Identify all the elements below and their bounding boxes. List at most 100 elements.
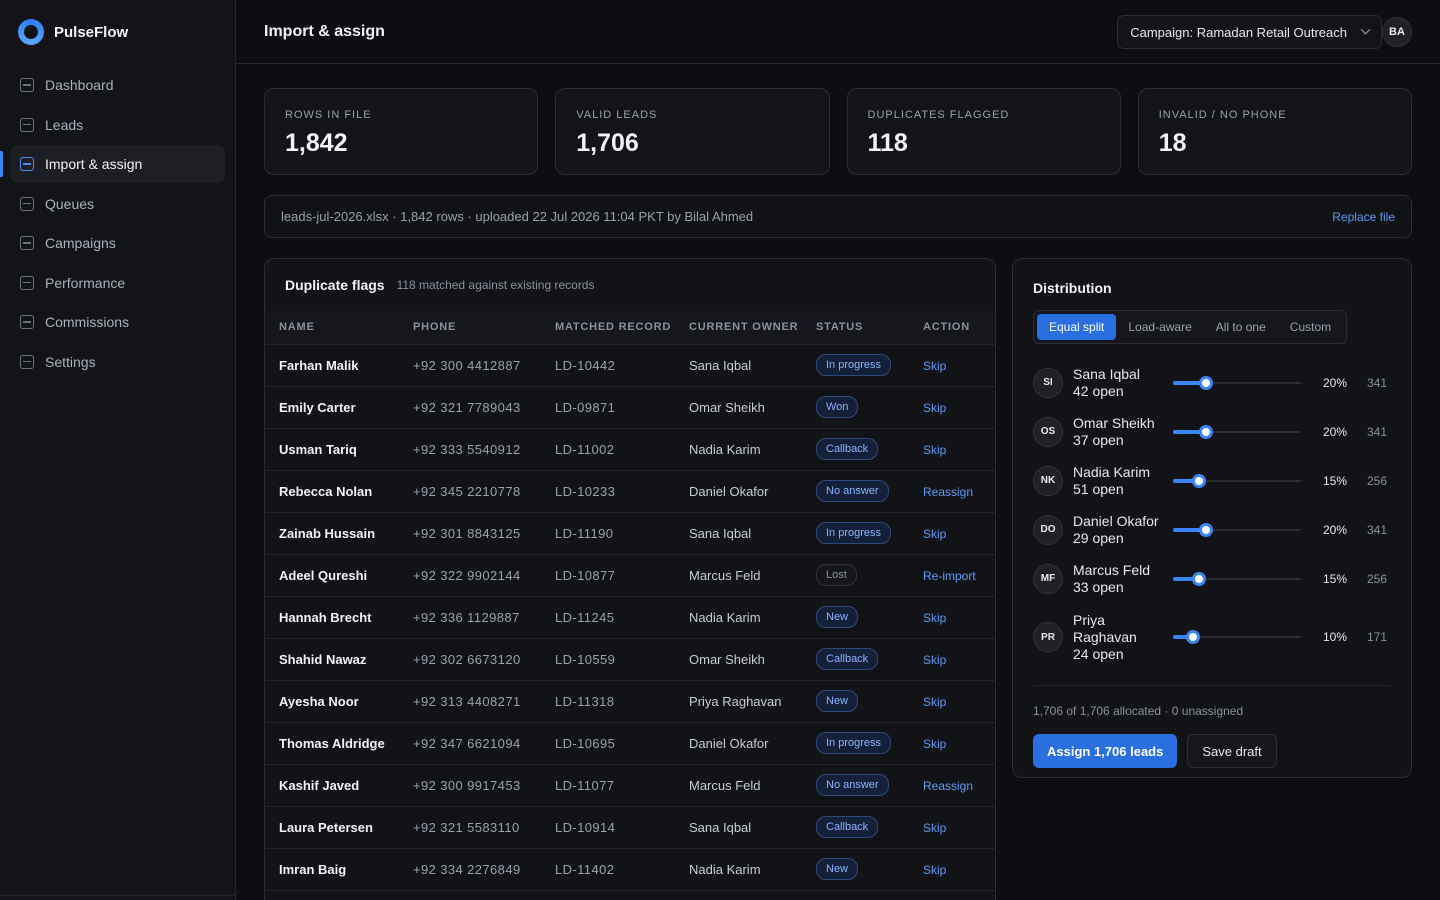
assign-leads-button[interactable]: Assign 1,706 leads <box>1033 734 1178 768</box>
table-row[interactable]: Rebecca Nolan +92 345 2210778 LD-10233 Dani… <box>265 470 995 513</box>
allocation-slider[interactable] <box>1173 630 1301 644</box>
allocation-slider[interactable] <box>1173 473 1301 488</box>
cell-status: In progress <box>802 512 909 555</box>
mode-load-aware[interactable]: Load-aware <box>1128 320 1192 334</box>
column-header: STATUS <box>802 311 909 345</box>
sidebar-item-settings[interactable]: Settings <box>10 343 225 381</box>
agent-avatar: DO <box>1033 514 1063 545</box>
row-action-link[interactable]: Skip <box>923 694 947 709</box>
cell-status: Won <box>802 386 909 429</box>
slider-handle[interactable] <box>1199 375 1213 390</box>
sidebar-item-campaigns[interactable]: Campaigns <box>10 224 225 262</box>
mode-all-to-one[interactable]: All to one <box>1215 320 1266 334</box>
save-draft-button[interactable]: Save draft <box>1187 734 1277 768</box>
row-action-link[interactable]: Skip <box>923 610 947 625</box>
cell-matched-record <box>541 890 675 900</box>
row-action-link[interactable]: Reassign <box>923 484 974 499</box>
row-action-link[interactable]: Skip <box>923 358 947 373</box>
allocation-slider[interactable] <box>1173 424 1301 439</box>
chevron-down-icon <box>1360 24 1371 35</box>
replace-file-link[interactable]: Replace file <box>1332 209 1395 224</box>
sidebar: PulseFlow Dashboard Leads Import & assig… <box>0 0 236 900</box>
table-row[interactable]: Shahid Nawaz +92 302 6673120 LD-10559 Omar … <box>265 638 995 681</box>
brand[interactable]: PulseFlow <box>0 0 235 64</box>
row-action-link[interactable]: Skip <box>923 442 947 457</box>
cell-current-owner: Daniel Okafor <box>675 722 802 765</box>
row-action-link[interactable]: Skip <box>923 736 947 751</box>
table-row[interactable]: Kashif Javed +92 300 9917453 LD-11077 Marcu… <box>265 764 995 807</box>
row-action-link[interactable]: Skip <box>923 820 947 835</box>
slider-handle[interactable] <box>1192 473 1206 488</box>
sidebar-item-leads[interactable]: Leads <box>10 106 225 144</box>
campaigns-icon <box>20 236 34 250</box>
row-action-link[interactable]: Skip <box>923 526 947 541</box>
sidebar-item-performance[interactable]: Performance <box>10 264 225 302</box>
agent-percent: 15% <box>1322 571 1347 586</box>
table-row[interactable]: Zainab Hussain +92 301 8843125 LD-11190 San… <box>265 512 995 555</box>
row-action-link[interactable]: Re-import <box>923 568 976 583</box>
cell-matched-record: LD-11245 <box>541 596 675 639</box>
sidebar-item-dashboard[interactable]: Dashboard <box>10 66 225 104</box>
slider-handle[interactable] <box>1199 522 1213 537</box>
table-row[interactable]: Farhan Malik +92 300 4412887 LD-10442 Sana … <box>265 344 995 387</box>
cell-phone: +92 333 5540912 <box>399 428 541 471</box>
agent-open-count: 51 open <box>1073 480 1124 497</box>
agent-info: Marcus Feld 33 open <box>1073 562 1165 596</box>
sidebar-item-queues[interactable]: Queues <box>10 185 225 223</box>
agent-name: Priya Raghavan <box>1073 611 1137 645</box>
column-header: NAME <box>265 311 399 345</box>
table-row[interactable]: Emily Carter +92 321 7789043 LD-09871 Omar … <box>265 386 995 429</box>
agent-list: SI Sana Iqbal 42 open 20% 341 OS Omar Sheikh 37… <box>1033 358 1391 671</box>
cell-status: In progress <box>802 344 909 387</box>
duplicates-table: NAME PHONE MATCHED RECORD CURRENT OWNER … <box>265 311 995 900</box>
mode-custom[interactable]: Custom <box>1289 320 1332 334</box>
sidebar-item-commissions[interactable]: Commissions <box>10 303 225 341</box>
allocation-slider[interactable] <box>1173 522 1301 537</box>
table-row[interactable]: Laura Petersen +92 321 5583110 LD-10914 San… <box>265 806 995 849</box>
row-action-link[interactable]: Reassign <box>923 778 974 793</box>
table-row[interactable]: Ayesha Noor +92 313 4408271 LD-11318 Priya … <box>265 680 995 723</box>
agent-open-count: 42 open <box>1073 382 1124 399</box>
status-badge: New <box>816 858 859 880</box>
cell-current-owner: Sana Iqbal <box>675 806 802 849</box>
table-row[interactable]: Hannah Brecht +92 336 1129887 LD-11245 Nadi… <box>265 596 995 639</box>
agent-percent: 20% <box>1322 522 1347 537</box>
slider-track <box>1173 577 1301 580</box>
table-row[interactable] <box>265 890 995 900</box>
agent-info: Sana Iqbal 42 open <box>1073 366 1165 400</box>
status-badge: Callback <box>816 648 879 670</box>
table-row[interactable]: Adeel Qureshi +92 322 9902144 LD-10877 Marc… <box>265 554 995 597</box>
allocation-slider[interactable] <box>1173 571 1301 586</box>
cell-current-owner: Sana Iqbal <box>675 344 802 387</box>
agent-lead-count: 171 <box>1366 630 1387 644</box>
agent-open-count: 37 open <box>1073 431 1124 448</box>
cell-phone: +92 300 4412887 <box>399 344 541 387</box>
table-row[interactable]: Imran Baig +92 334 2276849 LD-11402 Nadia K… <box>265 848 995 891</box>
slider-track <box>1173 636 1301 638</box>
divider <box>1033 685 1391 686</box>
table-row[interactable]: Thomas Aldridge +92 347 6621094 LD-10695 Da… <box>265 722 995 765</box>
campaign-select[interactable]: Campaign: Ramadan Retail Outreach <box>1117 15 1382 49</box>
slider-handle[interactable] <box>1192 571 1206 586</box>
row-action-link[interactable]: Skip <box>923 400 947 415</box>
row-action-link[interactable]: Skip <box>923 652 947 667</box>
cell-matched-record: LD-11402 <box>541 848 675 891</box>
sidebar-item-import-assign[interactable]: Import & assign <box>0 145 225 183</box>
row-action-link[interactable]: Skip <box>923 862 947 877</box>
cell-action: Skip <box>909 722 995 765</box>
slider-fill <box>1173 429 1206 434</box>
cell-phone: +92 345 2210778 <box>399 470 541 513</box>
user-avatar[interactable]: BA <box>1382 17 1412 47</box>
mode-equal-split[interactable]: Equal split <box>1037 314 1117 340</box>
agent-avatar: PR <box>1033 622 1063 652</box>
stat-label: ROWS IN FILE <box>285 109 372 121</box>
table-row[interactable]: Usman Tariq +92 333 5540912 LD-11002 Nadia … <box>265 428 995 471</box>
cell-current-owner: Marcus Feld <box>675 764 802 807</box>
agent-open-count: 29 open <box>1073 529 1124 546</box>
cell-name: Adeel Qureshi <box>265 554 399 597</box>
allocation-slider[interactable] <box>1173 375 1301 390</box>
slider-handle[interactable] <box>1199 424 1213 439</box>
slider-handle[interactable] <box>1186 630 1200 644</box>
cell-action: Re-import <box>909 554 995 597</box>
file-info: leads-jul-2026.xlsx · 1,842 rows · uploa… <box>281 209 754 224</box>
